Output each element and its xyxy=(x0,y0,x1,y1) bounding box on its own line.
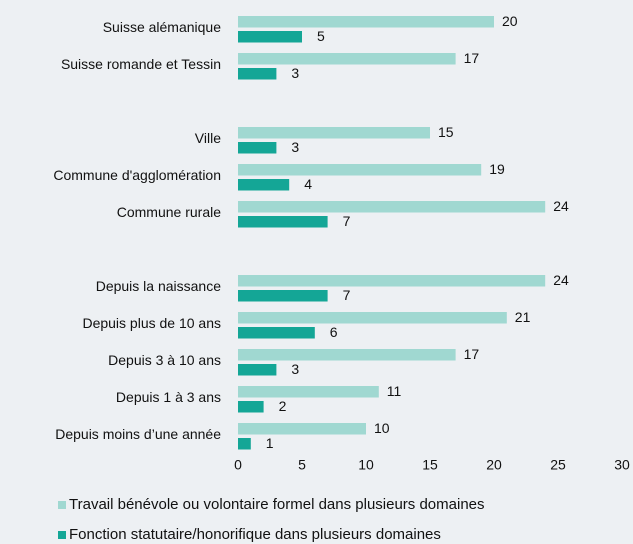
x-tick-label: 10 xyxy=(358,457,374,473)
y-tick-label: Depuis plus de 10 ans xyxy=(82,315,221,331)
bar xyxy=(238,386,379,398)
bar xyxy=(238,438,251,450)
y-tick-label: Suisse romande et Tessin xyxy=(61,56,221,72)
y-tick-label: Suisse alémanique xyxy=(103,19,222,35)
value-label: 17 xyxy=(464,50,480,66)
bar xyxy=(238,327,315,339)
y-tick-label: Depuis la naissance xyxy=(96,278,222,294)
legend-marker xyxy=(58,501,66,509)
x-tick-label: 25 xyxy=(550,457,566,473)
value-label: 6 xyxy=(330,324,338,340)
bar xyxy=(238,290,328,302)
bar xyxy=(238,31,302,43)
value-label: 17 xyxy=(464,346,480,362)
value-label: 5 xyxy=(317,28,325,44)
value-label: 10 xyxy=(374,420,390,436)
x-tick-label: 15 xyxy=(422,457,438,473)
x-tick-label: 30 xyxy=(614,457,630,473)
value-label: 4 xyxy=(304,176,312,192)
legend-marker xyxy=(58,531,66,539)
bar xyxy=(238,201,546,213)
x-tick-label: 5 xyxy=(298,457,306,473)
bar xyxy=(238,179,290,191)
bar xyxy=(238,275,546,287)
bar xyxy=(238,53,456,65)
bar xyxy=(238,349,456,361)
bar xyxy=(238,401,264,413)
bar xyxy=(238,164,482,176)
y-tick-label: Depuis 1 à 3 ans xyxy=(116,389,221,405)
value-label: 3 xyxy=(291,139,299,155)
bar xyxy=(238,312,507,324)
value-label: 24 xyxy=(553,198,569,214)
y-tick-label: Depuis moins d’une année xyxy=(55,426,221,442)
bar xyxy=(238,423,366,435)
y-tick-label: Ville xyxy=(195,130,221,146)
value-label: 19 xyxy=(489,161,505,177)
bar xyxy=(238,216,328,228)
legend-label: Travail bénévole ou volontaire formel da… xyxy=(69,496,485,513)
value-label: 3 xyxy=(291,361,299,377)
value-label: 20 xyxy=(502,13,518,29)
value-label: 1 xyxy=(266,435,274,451)
bar xyxy=(238,127,430,139)
y-tick-label: Depuis 3 à 10 ans xyxy=(108,352,221,368)
value-label: 7 xyxy=(343,213,351,229)
x-tick-label: 20 xyxy=(486,457,502,473)
value-label: 2 xyxy=(279,398,287,414)
value-label: 21 xyxy=(515,309,531,325)
bar xyxy=(238,142,277,154)
bar xyxy=(238,16,494,28)
value-label: 24 xyxy=(553,272,569,288)
value-label: 15 xyxy=(438,124,454,140)
y-tick-label: Commune d'agglomération xyxy=(53,167,221,183)
value-label: 11 xyxy=(387,383,402,399)
bar xyxy=(238,68,277,80)
value-label: 3 xyxy=(291,65,299,81)
value-label: 7 xyxy=(343,287,351,303)
y-tick-label: Commune rurale xyxy=(117,204,221,220)
legend-label: Fonction statutaire/honorifique dans plu… xyxy=(69,526,441,543)
bar xyxy=(238,364,277,376)
x-tick-label: 0 xyxy=(234,457,242,473)
